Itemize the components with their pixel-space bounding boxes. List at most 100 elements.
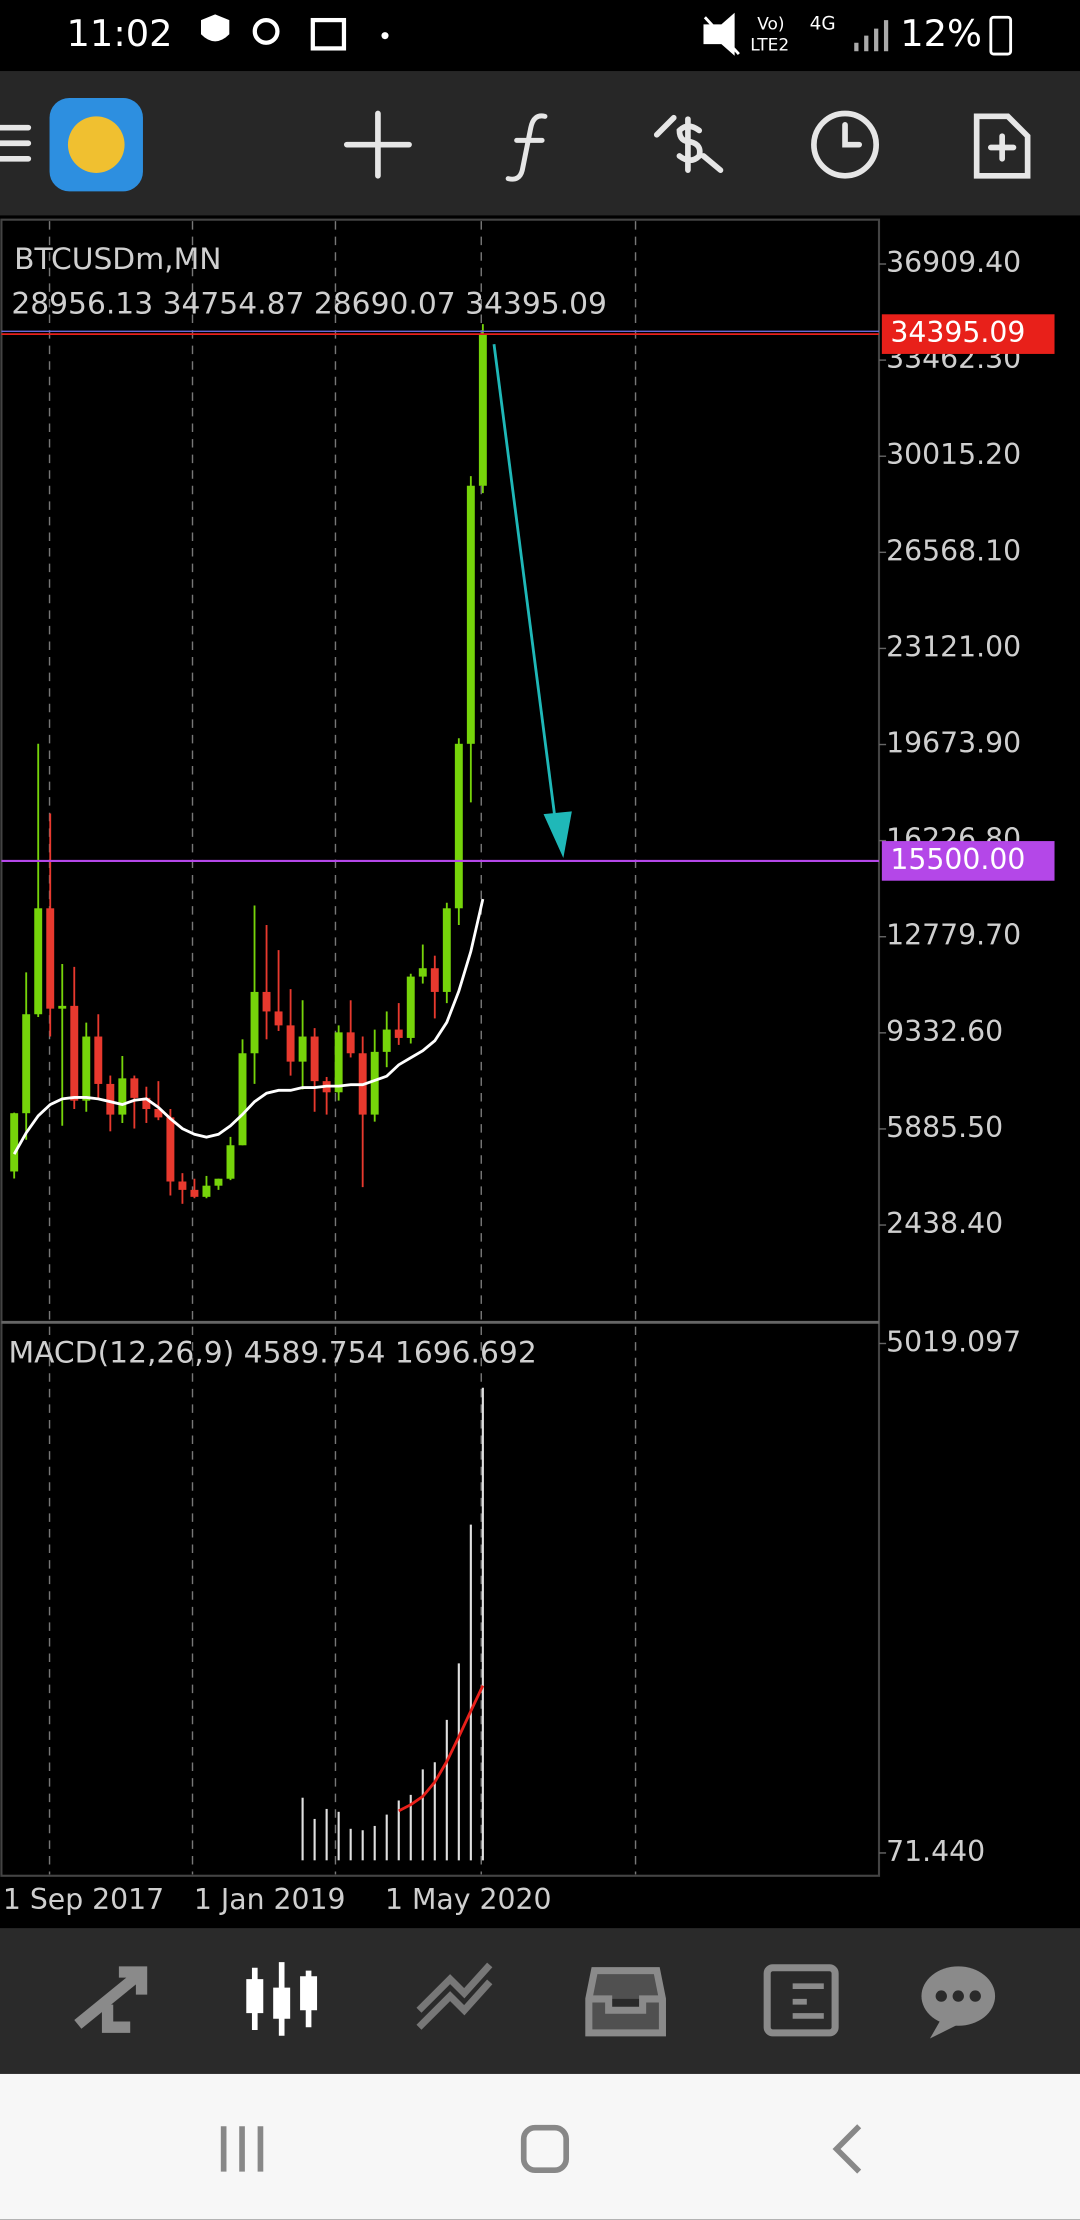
candle-body [226, 1145, 235, 1179]
recents-button[interactable] [220, 2126, 264, 2172]
trend-arrow[interactable] [492, 344, 558, 829]
y-tick-label: 12779.70 [886, 919, 1021, 952]
template-button[interactable] [973, 113, 1031, 179]
candle-body [310, 1036, 319, 1082]
candle-body [394, 1029, 403, 1038]
signal-icon [854, 20, 889, 52]
candle-body [70, 1005, 79, 1101]
bottom-nav [0, 1928, 1080, 2074]
candle-body [46, 908, 55, 1009]
y-tick-label: 30015.20 [886, 438, 1021, 471]
mute-icon [703, 12, 740, 56]
candle-body [274, 1011, 283, 1026]
chat-tab-tail [929, 2018, 959, 2039]
level-label: 15500.00 [890, 843, 1025, 876]
candle-body [22, 1014, 31, 1114]
moving-average [12, 898, 485, 1155]
app-logo-globe [67, 116, 125, 173]
chat-dot [935, 1990, 947, 2002]
candle-body [454, 743, 463, 909]
crosshair-button[interactable] [343, 110, 412, 179]
candle-body [178, 1181, 187, 1190]
candle-body [238, 1053, 247, 1146]
news-tab[interactable] [763, 1964, 839, 2037]
dot-icon [381, 32, 389, 40]
trade-tab[interactable] [416, 1962, 493, 2030]
candle-body [346, 1032, 355, 1054]
chart-tab[interactable] [246, 1976, 318, 2019]
candle-body [10, 1113, 19, 1172]
candle-body [166, 1117, 175, 1182]
candle-body [202, 1185, 211, 1197]
toolbar [0, 71, 1080, 216]
ohlc-high: 34754.87 [163, 286, 305, 321]
indicators-button[interactable] [505, 113, 548, 182]
ohlc-readout: 28956.13 34754.87 28690.07 34395.09 [11, 286, 607, 321]
battery-icon [989, 15, 1013, 56]
candle-body [106, 1083, 115, 1115]
symbol-title: BTCUSDm,MN [14, 242, 221, 277]
candle-body [58, 1005, 67, 1009]
candle-body [286, 1025, 295, 1062]
period-hands [842, 122, 863, 148]
candle-body [478, 334, 487, 486]
system-nav [0, 2073, 1080, 2220]
quotes-tab[interactable] [74, 1966, 148, 2033]
ohlc-low: 28690.07 [314, 286, 456, 321]
y-tick-label: 9332.60 [886, 1015, 1003, 1048]
macd-signal-line [398, 1685, 485, 1813]
chart-frame [0, 218, 881, 1877]
bid-label: 34395.09 [890, 316, 1025, 349]
candle-body [118, 1078, 127, 1115]
lte: LTE2 [750, 36, 789, 56]
search-icon [252, 17, 280, 45]
candle-body [430, 968, 439, 992]
trend-arrow-head [543, 811, 572, 859]
trade-button[interactable] [653, 114, 724, 173]
volte: Vo) [757, 14, 784, 34]
y-tick-label: 26568.10 [886, 534, 1021, 567]
bid-label-box [881, 314, 1055, 354]
y-tick-label: 36909.40 [886, 246, 1021, 279]
macd-title: MACD(12,26,9) [8, 1335, 234, 1370]
chat-dot [952, 1990, 964, 2002]
ohlc-open: 28956.13 [11, 286, 153, 321]
candle-body [250, 991, 259, 1054]
candle-body [130, 1078, 139, 1098]
candle-body [418, 968, 427, 977]
candle-body [382, 1029, 391, 1052]
x-tick-label: 1 Jan 2019 [194, 1883, 346, 1916]
y-tick-label: 23121.00 [886, 630, 1021, 663]
candle-body [82, 1036, 91, 1101]
candle-body [214, 1178, 223, 1186]
candle-body [190, 1189, 199, 1197]
period-button[interactable] [811, 110, 880, 179]
y-tick-label: 19673.90 [886, 727, 1021, 760]
candle-body [334, 1032, 343, 1093]
candle-body [298, 1036, 307, 1062]
x-labels: 1 Sep 2017 1 Jan 2019 1 May 2020 [3, 1883, 552, 1916]
back-button[interactable] [832, 2124, 862, 2174]
macd-readout: MACD(12,26,9) 4589.754 1696.692 [8, 1335, 536, 1370]
network: 4G [810, 13, 836, 34]
candle-body [154, 1109, 163, 1118]
plot [10, 324, 487, 1861]
history-tab[interactable] [585, 1967, 666, 2037]
candle-body [442, 908, 451, 992]
y-tick-label: 2438.40 [886, 1207, 1003, 1240]
candle-body [406, 976, 415, 1038]
macd-signal: 1696.692 [395, 1335, 537, 1370]
candle-body [142, 1097, 151, 1110]
menu-button[interactable] [0, 124, 32, 162]
candle-body [262, 991, 271, 1012]
candle-body [94, 1036, 103, 1084]
news-tab-lines [792, 1983, 824, 2019]
candle-body [370, 1051, 379, 1115]
candle-body [34, 908, 43, 1015]
home-button[interactable] [520, 2124, 570, 2174]
calendar-icon [310, 17, 347, 51]
level-label-box [881, 841, 1055, 881]
